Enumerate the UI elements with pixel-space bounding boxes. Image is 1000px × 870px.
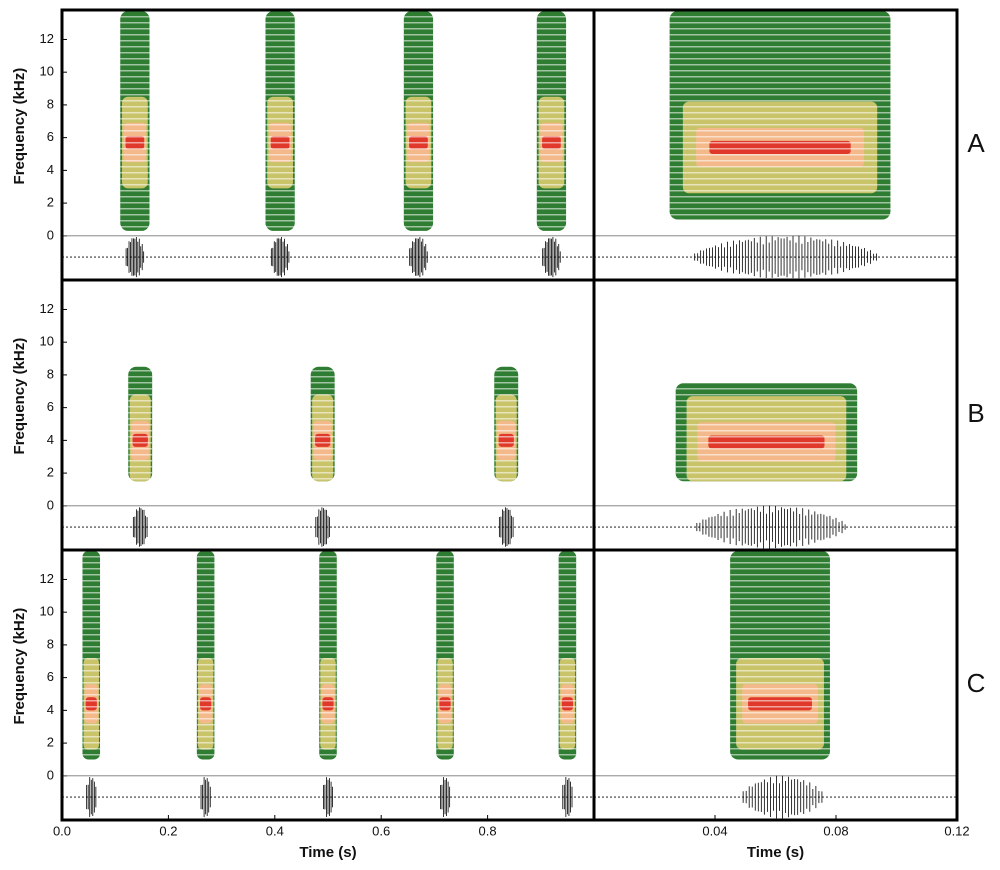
y-tick-label: 8 (47, 366, 54, 381)
spectrogram-texture (675, 383, 858, 482)
spectrogram-texture (310, 366, 335, 482)
x-tick-label: 0.04 (702, 823, 727, 838)
x-axis-label: Time (s) (747, 844, 804, 861)
y-axis-label: Frequency (kHz) (11, 338, 28, 455)
y-tick-label: 12 (40, 301, 54, 316)
panel-letter: B (967, 398, 984, 428)
y-axis-label: Frequency (kHz) (11, 68, 28, 185)
y-tick-label: 10 (40, 334, 54, 349)
spectrogram-texture (196, 551, 215, 760)
spectrogram-texture (319, 551, 337, 760)
y-tick-label: 6 (47, 399, 54, 414)
y-tick-label: 4 (47, 162, 54, 177)
x-tick-label: 0.12 (944, 823, 969, 838)
x-tick-label: 0.08 (823, 823, 848, 838)
spectrogram-texture (669, 11, 891, 220)
spectrogram-texture (403, 11, 434, 231)
spectrogram-texture (120, 11, 150, 231)
y-tick-label: 12 (40, 571, 54, 586)
x-tick-label: 0.4 (266, 823, 284, 838)
y-tick-label: 0 (47, 767, 54, 782)
y-tick-label: 2 (47, 465, 54, 480)
y-tick-label: 8 (47, 636, 54, 651)
y-axis-label: Frequency (kHz) (11, 608, 28, 725)
panel-letter: C (967, 668, 986, 698)
y-tick-label: 0 (47, 227, 54, 242)
y-tick-label: 6 (47, 129, 54, 144)
y-tick-label: 4 (47, 702, 54, 717)
spectrogram-texture (494, 366, 519, 482)
spectrogram-texture (128, 366, 153, 482)
x-tick-label: 0.8 (479, 823, 497, 838)
spectrogram-texture (436, 551, 454, 760)
spectrogram-texture (536, 11, 567, 231)
y-tick-label: 6 (47, 669, 54, 684)
spectrogram-texture (558, 551, 577, 760)
spectrogram-texture (265, 11, 295, 231)
x-tick-label: 0.2 (159, 823, 177, 838)
panel-letter: A (967, 128, 985, 158)
y-tick-label: 10 (40, 64, 54, 79)
y-tick-label: 12 (40, 31, 54, 46)
x-axis-label: Time (s) (299, 844, 356, 861)
y-tick-label: 2 (47, 195, 54, 210)
y-tick-label: 10 (40, 604, 54, 619)
spectrogram-texture (82, 551, 101, 760)
spectrogram-texture (730, 551, 830, 760)
y-tick-label: 8 (47, 96, 54, 111)
x-tick-label: 0.6 (372, 823, 390, 838)
y-tick-label: 4 (47, 432, 54, 447)
x-tick-label: 0.0 (53, 823, 71, 838)
y-tick-label: 2 (47, 735, 54, 750)
panel-frame (592, 548, 959, 822)
y-tick-label: 0 (47, 497, 54, 512)
